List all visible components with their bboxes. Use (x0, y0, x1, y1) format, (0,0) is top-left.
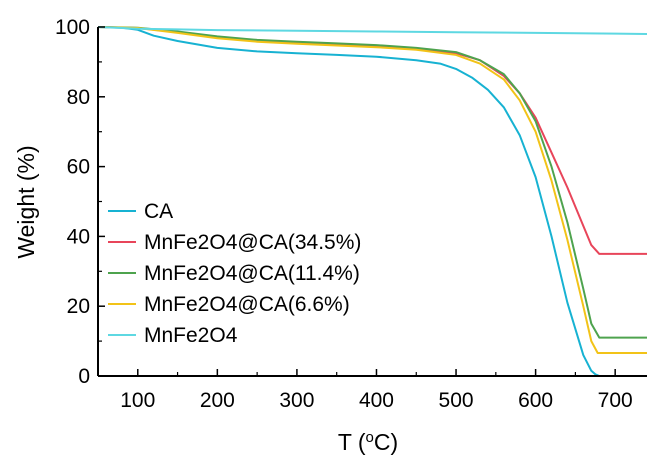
plot-area (97, 26, 647, 377)
series-line-4 (97, 26, 647, 35)
x-tick-label-700: 700 (598, 389, 633, 412)
x-tick-label-200: 200 (200, 389, 235, 412)
legend-label-4: MnFe2O4 (144, 324, 238, 347)
legend-label-0: CA (144, 200, 173, 223)
series-line-1 (97, 26, 647, 255)
x-tick-label-500: 500 (439, 389, 474, 412)
series-line-2 (97, 26, 647, 339)
series-line-0 (97, 26, 647, 377)
y-tick-label-60: 60 (67, 156, 90, 179)
y-axis-title: Weight (%) (13, 145, 39, 258)
y-tick-label-100: 100 (55, 16, 90, 39)
legend: CA MnFe2O4@CA(34.5%) MnFe2O4@CA(11.4%) MnFe… (108, 200, 361, 347)
x-tick-label-600: 600 (518, 389, 553, 412)
y-tick-label-0: 0 (78, 365, 90, 388)
x-tick-label-400: 400 (359, 389, 394, 412)
x-tick-label-100: 100 (120, 389, 155, 412)
legend-label-2: MnFe2O4@CA(11.4%) (144, 262, 360, 285)
legend-label-3: MnFe2O4@CA(6.6%) (144, 293, 350, 316)
y-tick-label-40: 40 (67, 225, 90, 248)
y-tick-label-20: 20 (67, 295, 90, 318)
x-tick-label-300: 300 (279, 389, 314, 412)
axes: 100 200 300 400 500 600 700 0 20 40 60 80 100 (55, 16, 647, 412)
x-axis-title: T (oC) (338, 429, 398, 455)
series-line-3 (97, 26, 647, 354)
legend-label-1: MnFe2O4@CA(34.5%) (144, 231, 361, 254)
y-tick-label-80: 80 (67, 86, 90, 109)
